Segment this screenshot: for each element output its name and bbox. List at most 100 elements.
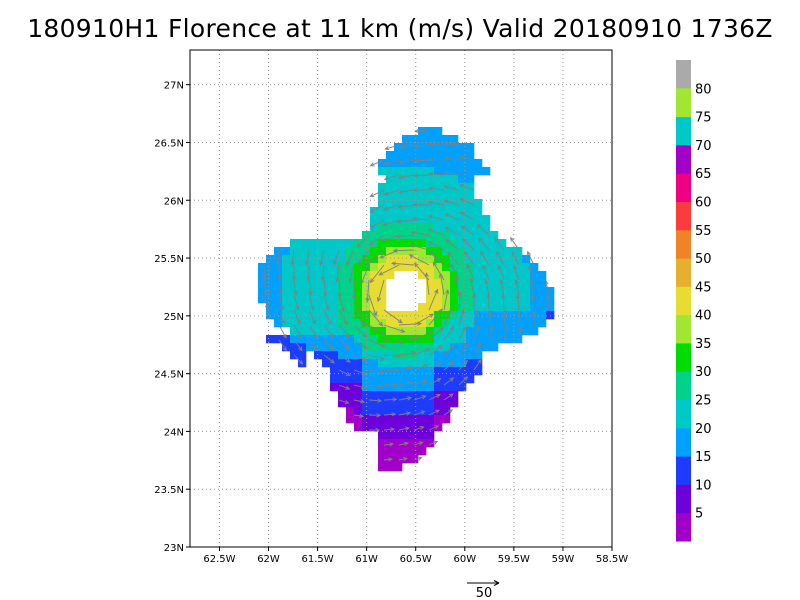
wind-speed-cell [258, 287, 267, 296]
wind-vector-head [482, 264, 487, 270]
wind-speed-cell [322, 319, 331, 328]
wind-speed-cell [434, 255, 443, 264]
lat-tick-label: 27N [164, 81, 184, 92]
wind-vector-head [398, 159, 404, 165]
wind-vector [428, 187, 445, 191]
wind-speed-cell [330, 263, 339, 272]
wind-speed-cell [282, 335, 291, 344]
wind-speed-cell [370, 255, 379, 264]
wind-vector-head [319, 261, 324, 267]
wind-vector [398, 352, 416, 356]
wind-speed-cell [434, 271, 443, 280]
wind-speed-cell [434, 311, 443, 320]
color-bar-cell [676, 144, 691, 174]
wind-speed-cell [394, 383, 403, 392]
wind-speed-cell [330, 375, 339, 384]
wind-speed-cell [298, 255, 307, 264]
wind-vector-head [459, 155, 465, 160]
wind-vector-head [393, 382, 399, 387]
wind-speed-cell [466, 191, 475, 200]
wind-vector [338, 339, 350, 350]
wind-vector [383, 398, 397, 401]
wind-speed-cell [362, 375, 371, 384]
wind-speed-cell [402, 199, 411, 208]
wind-speed-cell [410, 383, 419, 392]
wind-vector [428, 394, 441, 401]
wind-vector [458, 326, 467, 341]
wind-speed-cell [338, 271, 347, 280]
wind-vector [443, 361, 454, 371]
wind-speed-cell [498, 319, 507, 328]
wind-speed-cell [474, 255, 483, 264]
wind-vector-head [346, 358, 351, 363]
wind-vector [368, 249, 385, 264]
wind-speed-cell [314, 239, 323, 248]
wind-vector-head [445, 239, 450, 244]
wind-speed-cell [474, 359, 483, 368]
wind-vector-head [449, 361, 455, 366]
wind-vector-head [428, 142, 434, 147]
wind-vector [429, 173, 445, 176]
wind-speed-cell [458, 367, 467, 376]
wind-vector-head [419, 425, 425, 430]
wind-vector [455, 276, 460, 296]
wind-speed-cell [442, 279, 451, 288]
wind-speed-cell [458, 175, 467, 184]
wind-vector-head [424, 272, 429, 278]
wind-vector-head [421, 395, 427, 400]
wind-speed-cell [266, 255, 275, 264]
wind-speed-cell [402, 319, 411, 328]
wind-speed-cell [378, 439, 387, 448]
wind-vector-head [362, 357, 367, 362]
wind-vector [383, 413, 396, 416]
wind-speed-cell [298, 279, 307, 288]
wind-speed-cell [514, 311, 523, 320]
wind-speed-cell [386, 239, 395, 248]
wind-vector-head [388, 457, 394, 462]
wind-vector-head [389, 442, 395, 447]
wind-vector-head [263, 290, 268, 296]
wind-vector-head [418, 441, 424, 446]
wind-vector-head [325, 306, 330, 312]
wind-speed-cell [354, 247, 363, 256]
wind-speed-cell [458, 335, 467, 344]
lat-tick-label: 26.5N [154, 138, 184, 149]
wind-speed-cell [458, 327, 467, 336]
wind-speed-cell [442, 375, 451, 384]
wind-vector [370, 189, 385, 197]
wind-speed-cell [458, 231, 467, 240]
wind-speed-cell [474, 279, 483, 288]
wind-speed-cell [394, 215, 403, 224]
wind-speed-cell [498, 287, 507, 296]
wind-speed-cell [546, 287, 555, 296]
wind-speed-cell [458, 343, 467, 352]
wind-vector [399, 174, 415, 178]
wind-speed-cell [330, 319, 339, 328]
wind-speed-cell [362, 367, 371, 376]
wind-speed-cell [418, 351, 427, 360]
wind-vector-head [392, 248, 398, 253]
wind-vector [485, 279, 490, 296]
wind-speed-cell [490, 255, 499, 264]
color-bar-label: 80 [695, 82, 712, 97]
wind-speed-cell [426, 431, 435, 440]
wind-speed-cell [530, 287, 539, 296]
wind-speed-cell [362, 359, 371, 368]
lat-tick-label: 24.5N [154, 370, 184, 381]
wind-speed-cell [482, 327, 491, 336]
wind-speed-cell [354, 343, 363, 352]
wind-vector [458, 292, 461, 311]
wind-vector [338, 294, 345, 312]
wind-vector-head [397, 204, 403, 209]
wind-speed-cell [450, 271, 459, 280]
wind-speed-cell [474, 351, 483, 360]
wind-vector-head [463, 250, 469, 256]
wind-speed-cell [402, 399, 411, 408]
wind-vector [338, 369, 351, 376]
wind-vector-head [476, 224, 482, 229]
wind-speed-cell [498, 255, 507, 264]
wind-speed-cell [386, 183, 395, 192]
wind-speed-cell [450, 231, 459, 240]
wind-speed-cell [290, 327, 299, 336]
lon-tick-label: 62W [257, 554, 280, 565]
